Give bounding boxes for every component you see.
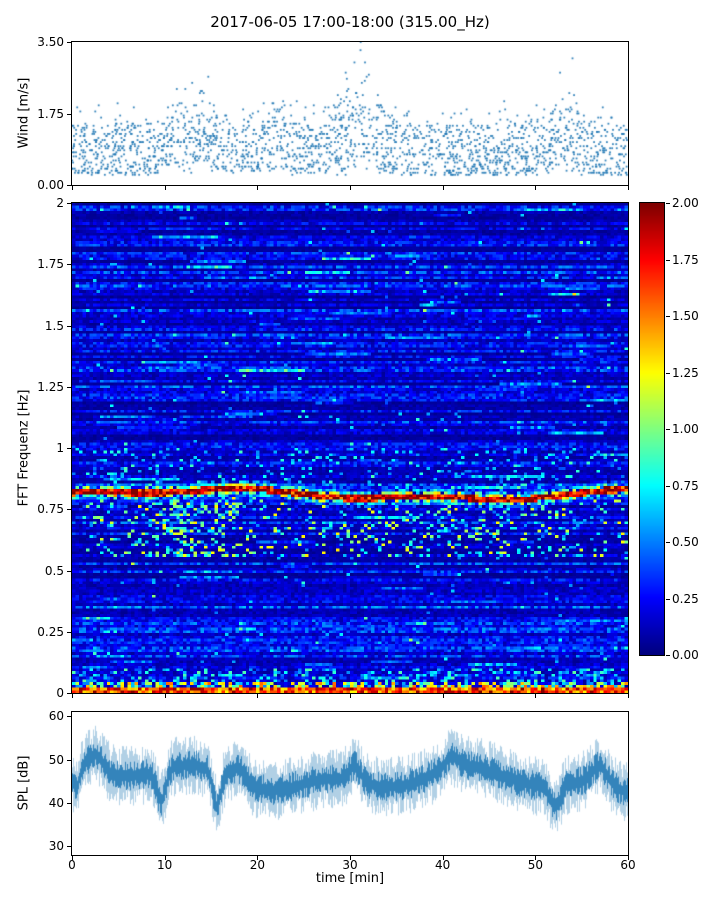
colorbar-tick-label: 2.00 bbox=[672, 196, 699, 210]
tick-mark bbox=[442, 186, 444, 190]
tick-mark bbox=[67, 448, 71, 449]
wind-scatter-plot bbox=[71, 41, 629, 186]
tick-mark bbox=[67, 759, 71, 761]
colorbar-tick-label: 1.00 bbox=[672, 422, 699, 436]
colorbar-tick-label: 1.25 bbox=[672, 365, 699, 380]
tick-mark bbox=[72, 694, 73, 698]
colorbar-tick-label: 0.50 bbox=[672, 535, 699, 549]
x-tick-label: 20 bbox=[249, 858, 265, 872]
fft-y-tick-label: 1 bbox=[56, 441, 64, 455]
fft-y-tick-label: 2 bbox=[56, 196, 64, 210]
tick-mark bbox=[72, 856, 73, 860]
tick-mark bbox=[666, 542, 670, 543]
tick-mark bbox=[350, 186, 351, 190]
tick-mark bbox=[666, 203, 670, 204]
tick-mark bbox=[666, 372, 670, 374]
tick-mark bbox=[164, 186, 166, 190]
colorbar-tick-label: 1.75 bbox=[672, 252, 699, 267]
fft-y-tick-label: 0.75 bbox=[37, 502, 64, 517]
tick-mark bbox=[164, 694, 166, 698]
tick-mark bbox=[67, 386, 71, 388]
fft-y-tick-label: 0.25 bbox=[37, 624, 64, 639]
tick-mark bbox=[442, 856, 444, 860]
tick-mark bbox=[535, 694, 537, 698]
tick-mark bbox=[164, 856, 166, 860]
wind-y-tick-label: 3.50 bbox=[37, 35, 64, 49]
spl-y-tick-label: 40 bbox=[48, 796, 64, 810]
tick-mark bbox=[67, 42, 71, 43]
x-tick-label: 10 bbox=[157, 858, 173, 872]
spl-line-canvas bbox=[72, 712, 628, 855]
x-tick-label: 40 bbox=[435, 858, 451, 872]
wind-y-tick-label: 1.75 bbox=[37, 106, 64, 121]
tick-mark bbox=[67, 846, 71, 848]
colorbar-gradient bbox=[640, 203, 664, 655]
wind-y-tick-label: 0.00 bbox=[37, 178, 64, 192]
spectrogram-plot bbox=[71, 202, 629, 694]
fft-y-tick-label: 1.25 bbox=[37, 379, 64, 394]
tick-mark bbox=[257, 694, 259, 698]
colorbar bbox=[639, 202, 665, 656]
tick-mark bbox=[535, 856, 537, 860]
x-axis-label: time [min] bbox=[315, 871, 385, 886]
tick-mark bbox=[350, 856, 351, 860]
fft-y-tick-label: 1.75 bbox=[37, 257, 64, 272]
spl-y-tick-label: 30 bbox=[48, 839, 64, 854]
fft-y-tick-label: 0 bbox=[56, 686, 64, 700]
tick-mark bbox=[67, 693, 71, 694]
tick-mark bbox=[67, 570, 71, 572]
x-tick-label: 30 bbox=[342, 858, 358, 872]
fft-y-tick-label: 1.5 bbox=[44, 318, 64, 333]
tick-mark bbox=[628, 186, 629, 190]
tick-mark bbox=[67, 203, 71, 204]
tick-mark bbox=[67, 631, 71, 633]
tick-mark bbox=[442, 694, 444, 698]
spectrogram-canvas bbox=[72, 203, 628, 693]
tick-mark bbox=[67, 185, 71, 186]
spl-y-tick-label: 50 bbox=[48, 752, 64, 767]
tick-mark bbox=[67, 716, 71, 718]
tick-mark bbox=[67, 803, 71, 804]
colorbar-tick-label: 1.50 bbox=[672, 309, 699, 323]
tick-mark bbox=[535, 186, 537, 190]
x-tick-label: 60 bbox=[620, 858, 636, 872]
tick-mark bbox=[257, 186, 259, 190]
fft-y-tick-label: 0.5 bbox=[44, 563, 64, 578]
tick-mark bbox=[67, 264, 71, 266]
tick-mark bbox=[628, 694, 629, 698]
tick-mark bbox=[67, 113, 71, 115]
tick-mark bbox=[72, 186, 73, 190]
tick-mark bbox=[628, 856, 629, 860]
x-tick-label: 50 bbox=[527, 858, 543, 872]
tick-mark bbox=[666, 429, 670, 430]
tick-mark bbox=[666, 655, 670, 656]
tick-mark bbox=[666, 485, 670, 487]
tick-mark bbox=[666, 259, 670, 261]
spl-line-plot bbox=[71, 711, 629, 856]
tick-mark bbox=[666, 316, 670, 317]
spl-y-tick-label: 60 bbox=[48, 709, 64, 724]
colorbar-tick-label: 0.75 bbox=[672, 478, 699, 493]
tick-mark bbox=[67, 325, 71, 327]
tick-mark bbox=[350, 694, 351, 698]
colorbar-tick-label: 0.25 bbox=[672, 591, 699, 606]
figure-title: 2017-06-05 17:00-18:00 (315.00_Hz) bbox=[210, 13, 490, 31]
wind-scatter-canvas bbox=[72, 42, 628, 185]
tick-mark bbox=[257, 856, 259, 860]
colorbar-tick-label: 0.00 bbox=[672, 648, 699, 662]
tick-mark bbox=[666, 598, 670, 600]
tick-mark bbox=[67, 509, 71, 511]
x-tick-label: 0 bbox=[68, 858, 76, 872]
